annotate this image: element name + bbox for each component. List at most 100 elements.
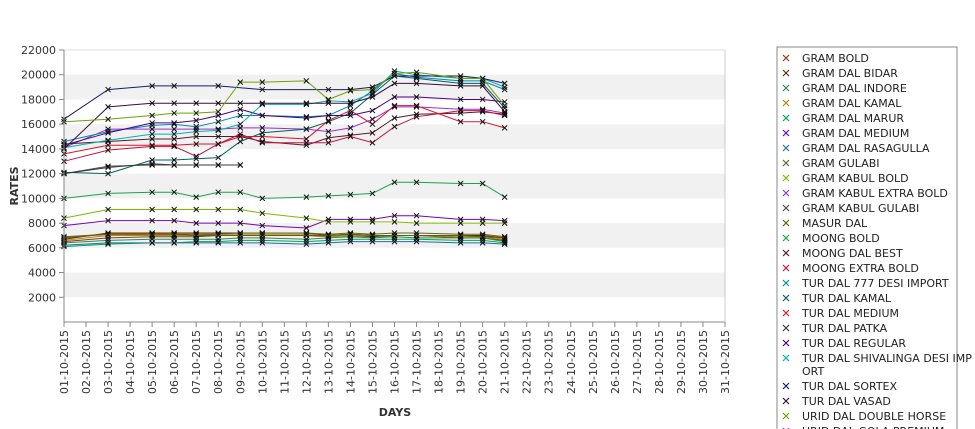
data-point	[193, 123, 200, 130]
legend-marker	[782, 382, 790, 390]
data-point	[325, 219, 332, 225]
y-tick-label: 4000	[28, 267, 56, 280]
data-point	[413, 111, 420, 118]
data-point	[105, 147, 111, 153]
data-point	[105, 86, 111, 93]
data-point	[347, 238, 354, 245]
data-point	[215, 162, 222, 168]
data-point	[457, 110, 464, 116]
data-point	[457, 73, 464, 79]
legend-label: URID DAL GOLA PREMIUM	[802, 425, 944, 429]
legend-marker	[782, 339, 790, 347]
x-tick-label: 31-10-2015	[719, 330, 732, 394]
data-point	[413, 113, 420, 120]
legend-marker	[782, 264, 790, 272]
legend-box	[776, 46, 958, 429]
data-point	[149, 142, 155, 149]
legend: GRAM BOLD GRAM DAL BIDAR GRAM DAL INDORE GR…	[776, 46, 972, 429]
data-point	[215, 100, 222, 107]
data-point	[215, 133, 222, 140]
legend-label: GRAM BOLD	[802, 52, 869, 65]
legend-item: MOONG EXTRA BOLD	[782, 262, 919, 275]
data-point	[413, 94, 420, 100]
data-point	[171, 120, 178, 126]
data-point	[237, 100, 244, 107]
data-point	[501, 86, 508, 93]
data-point	[105, 116, 111, 123]
grid-band	[64, 173, 725, 199]
legend-label: TUR DAL MEDIUM	[801, 307, 899, 320]
legend-label: GRAM DAL KAMAL	[802, 97, 902, 110]
data-point	[259, 240, 266, 246]
x-tick-label: 26-10-2015	[609, 330, 622, 394]
legend-label: TUR DAL KAMAL	[801, 292, 892, 305]
data-point	[149, 136, 155, 142]
legend-marker	[782, 159, 790, 167]
legend-label: GRAM DAL INDORE	[802, 82, 907, 95]
data-point	[391, 94, 398, 100]
legend-item: MOONG BOLD	[782, 232, 880, 245]
data-point	[325, 117, 332, 124]
data-point	[479, 75, 486, 82]
data-point	[325, 86, 332, 93]
legend-label: GRAM DAL MEDIUM	[802, 127, 909, 140]
data-point	[149, 83, 155, 89]
legend-label: GRAM DAL RASAGULLA	[802, 142, 930, 155]
data-point	[325, 193, 332, 199]
data-point	[259, 79, 266, 85]
series-tur-dal-patka	[61, 160, 244, 177]
x-tick-label: 09-10-2015	[234, 330, 247, 394]
grid-band	[64, 74, 725, 100]
y-tick-label: 2000	[28, 291, 56, 304]
data-point	[479, 80, 486, 87]
data-point	[369, 116, 376, 123]
data-point	[457, 83, 464, 89]
data-point	[303, 241, 310, 247]
series-line	[63, 164, 241, 175]
legend-label: GRAM KABUL EXTRA BOLD	[802, 187, 948, 200]
legend-marker	[782, 412, 790, 420]
data-point	[259, 100, 266, 107]
data-point	[479, 240, 486, 246]
legend-marker	[782, 294, 790, 302]
data-point	[369, 216, 376, 223]
data-point	[391, 102, 398, 109]
data-point	[369, 86, 376, 93]
data-point	[303, 142, 310, 149]
data-point	[237, 237, 244, 244]
data-point	[171, 240, 178, 246]
data-point	[171, 162, 178, 168]
data-point	[325, 112, 332, 119]
legend-item: TUR DAL MEDIUM	[782, 307, 899, 320]
x-tick-label: 04-10-2015	[124, 330, 137, 394]
legend-item: GRAM DAL MEDIUM	[782, 127, 909, 140]
data-point	[391, 230, 398, 236]
y-axis-title: RATES	[8, 166, 21, 205]
data-point	[369, 121, 376, 128]
data-point	[215, 220, 222, 226]
data-point	[149, 206, 155, 213]
data-point	[347, 216, 354, 223]
data-point	[215, 108, 222, 115]
data-point	[259, 125, 266, 131]
data-point	[303, 126, 310, 132]
data-point	[149, 240, 155, 246]
data-point	[149, 120, 155, 126]
legend-marker	[782, 397, 790, 405]
data-point	[325, 128, 332, 135]
y-tick-label: 10000	[21, 192, 56, 205]
data-point	[479, 83, 486, 89]
data-point	[501, 240, 508, 246]
data-point	[303, 78, 310, 84]
data-point	[457, 78, 464, 84]
data-point	[215, 118, 222, 125]
data-point	[149, 112, 155, 119]
legend-item: GRAM GULABI	[782, 157, 880, 170]
data-point	[501, 108, 508, 115]
data-point	[105, 104, 111, 110]
legend-label: GRAM KABUL GULABI	[802, 202, 919, 215]
data-point	[237, 162, 244, 168]
legend-marker	[782, 84, 790, 92]
data-point	[237, 112, 244, 119]
data-point	[413, 69, 420, 76]
